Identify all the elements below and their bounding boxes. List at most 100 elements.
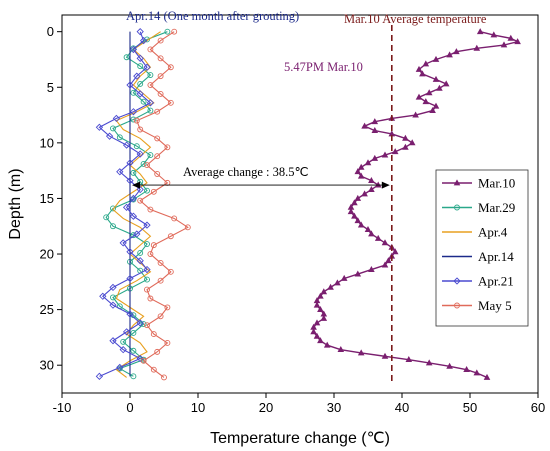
- legend-marker: [454, 302, 460, 309]
- data-point-mar-10: [422, 98, 430, 105]
- data-point-may-5: [157, 73, 164, 80]
- data-point-apr-21: [136, 90, 144, 98]
- data-point-mar-10: [425, 89, 433, 96]
- data-point-apr-21: [129, 108, 138, 116]
- data-point-apr-21: [129, 45, 138, 54]
- data-point-mar-29: [130, 169, 137, 176]
- data-point-mar-10: [429, 107, 436, 114]
- data-point-apr-21: [112, 114, 121, 123]
- data-point-apr-21: [136, 150, 144, 158]
- data-point-mar-29: [144, 241, 150, 247]
- data-point-may-5: [147, 251, 154, 257]
- data-point-apr-21: [146, 99, 155, 107]
- data-point-mar-29: [110, 125, 116, 132]
- series-apr-4: [112, 31, 161, 378]
- data-point-mar-10: [381, 352, 389, 359]
- y-tick-label: 20: [40, 247, 54, 262]
- legend-marker: [454, 204, 460, 211]
- data-point-apr-21: [139, 36, 148, 45]
- data-point-may-5: [154, 135, 161, 142]
- data-point-mar-10: [402, 134, 409, 141]
- data-point-apr-21: [126, 81, 134, 89]
- data-point-mar-10: [432, 55, 440, 62]
- data-point-apr-21: [133, 230, 141, 238]
- data-point-mar-10: [463, 366, 470, 373]
- data-point-mar-10: [317, 306, 324, 313]
- data-point-mar-10: [347, 208, 355, 215]
- data-point-apr-21: [129, 212, 138, 220]
- data-point-mar-29: [110, 294, 116, 301]
- data-point-mar-29: [130, 347, 137, 354]
- data-point-mar-10: [446, 362, 453, 369]
- series-apr-21: [95, 28, 155, 380]
- data-point-mar-10: [374, 181, 382, 188]
- data-point-mar-10: [364, 159, 372, 166]
- data-point-mar-29: [137, 63, 144, 70]
- x-tick-label: 40: [395, 400, 409, 415]
- data-point-mar-10: [347, 203, 355, 210]
- series-layer: [95, 28, 521, 381]
- legend-item-may-5: May 5: [442, 298, 512, 313]
- data-point-mar-29: [103, 214, 110, 221]
- data-point-apr-21: [109, 337, 117, 345]
- data-point-mar-10: [371, 127, 379, 134]
- data-point-mar-10: [317, 337, 324, 344]
- data-point-mar-10: [354, 217, 362, 224]
- data-point-may-5: [133, 117, 140, 124]
- legend-label: Apr.21: [478, 274, 514, 289]
- data-point-mar-10: [490, 31, 498, 38]
- legend-item-mar-10: Mar.10: [442, 176, 515, 191]
- data-point-mar-10: [381, 261, 389, 268]
- data-point-apr-21: [109, 301, 117, 309]
- x-tick-label: 0: [126, 400, 133, 415]
- data-point-mar-10: [419, 70, 426, 77]
- plot-frame: [61, 14, 539, 394]
- x-tick-label: 60: [531, 400, 545, 415]
- data-point-may-5: [147, 295, 154, 302]
- data-point-mar-10: [446, 51, 453, 58]
- data-point-mar-10: [364, 225, 372, 232]
- data-point-may-5: [157, 55, 164, 62]
- data-point-mar-10: [402, 143, 409, 150]
- legend-item-apr-14: Apr.14: [442, 249, 514, 264]
- legend-label: Mar.29: [478, 200, 515, 215]
- y-tick-label: 5: [47, 80, 54, 95]
- data-point-mar-10: [507, 34, 515, 41]
- data-point-may-5: [144, 322, 150, 329]
- data-point-mar-29: [123, 54, 130, 61]
- data-point-mar-10: [391, 248, 399, 255]
- data-point-may-5: [150, 366, 157, 373]
- data-point-mar-10: [357, 172, 365, 179]
- data-point-mar-10: [388, 130, 396, 137]
- data-point-mar-10: [351, 212, 358, 219]
- data-point-may-5: [137, 197, 144, 204]
- data-point-apr-21: [99, 292, 107, 300]
- data-point-apr-21: [116, 168, 124, 176]
- data-point-may-5: [154, 348, 161, 355]
- data-point-mar-10: [357, 221, 365, 228]
- data-point-mar-29: [137, 249, 144, 256]
- data-point-mar-10: [476, 28, 484, 35]
- data-point-apr-21: [95, 123, 104, 131]
- data-point-mar-10: [354, 168, 362, 175]
- data-point-mar-10: [361, 190, 368, 197]
- legend-marker: [453, 277, 461, 285]
- data-point-apr-21: [95, 372, 104, 380]
- data-point-mar-10: [408, 139, 416, 146]
- y-tick-label: 30: [40, 358, 54, 373]
- data-point-mar-10: [371, 154, 379, 161]
- data-point-mar-10: [385, 257, 392, 264]
- data-point-apr-21: [122, 328, 131, 336]
- x-axis-title: Temperature change (℃): [210, 430, 390, 447]
- data-point-may-5: [171, 215, 178, 222]
- time-annotation: 5.47PM Mar.10: [284, 60, 363, 74]
- data-point-mar-10: [391, 148, 399, 155]
- data-point-mar-10: [354, 194, 362, 201]
- x-tick-label: 20: [259, 400, 273, 415]
- legend-item-mar-29: Mar.29: [442, 200, 515, 215]
- y-tick-label: 25: [40, 302, 54, 317]
- data-point-apr-21: [143, 63, 151, 71]
- data-point-apr-21: [136, 319, 144, 327]
- data-point-mar-10: [354, 270, 362, 277]
- mar10-average-annotation: Mar.10 Average temperature: [344, 12, 487, 26]
